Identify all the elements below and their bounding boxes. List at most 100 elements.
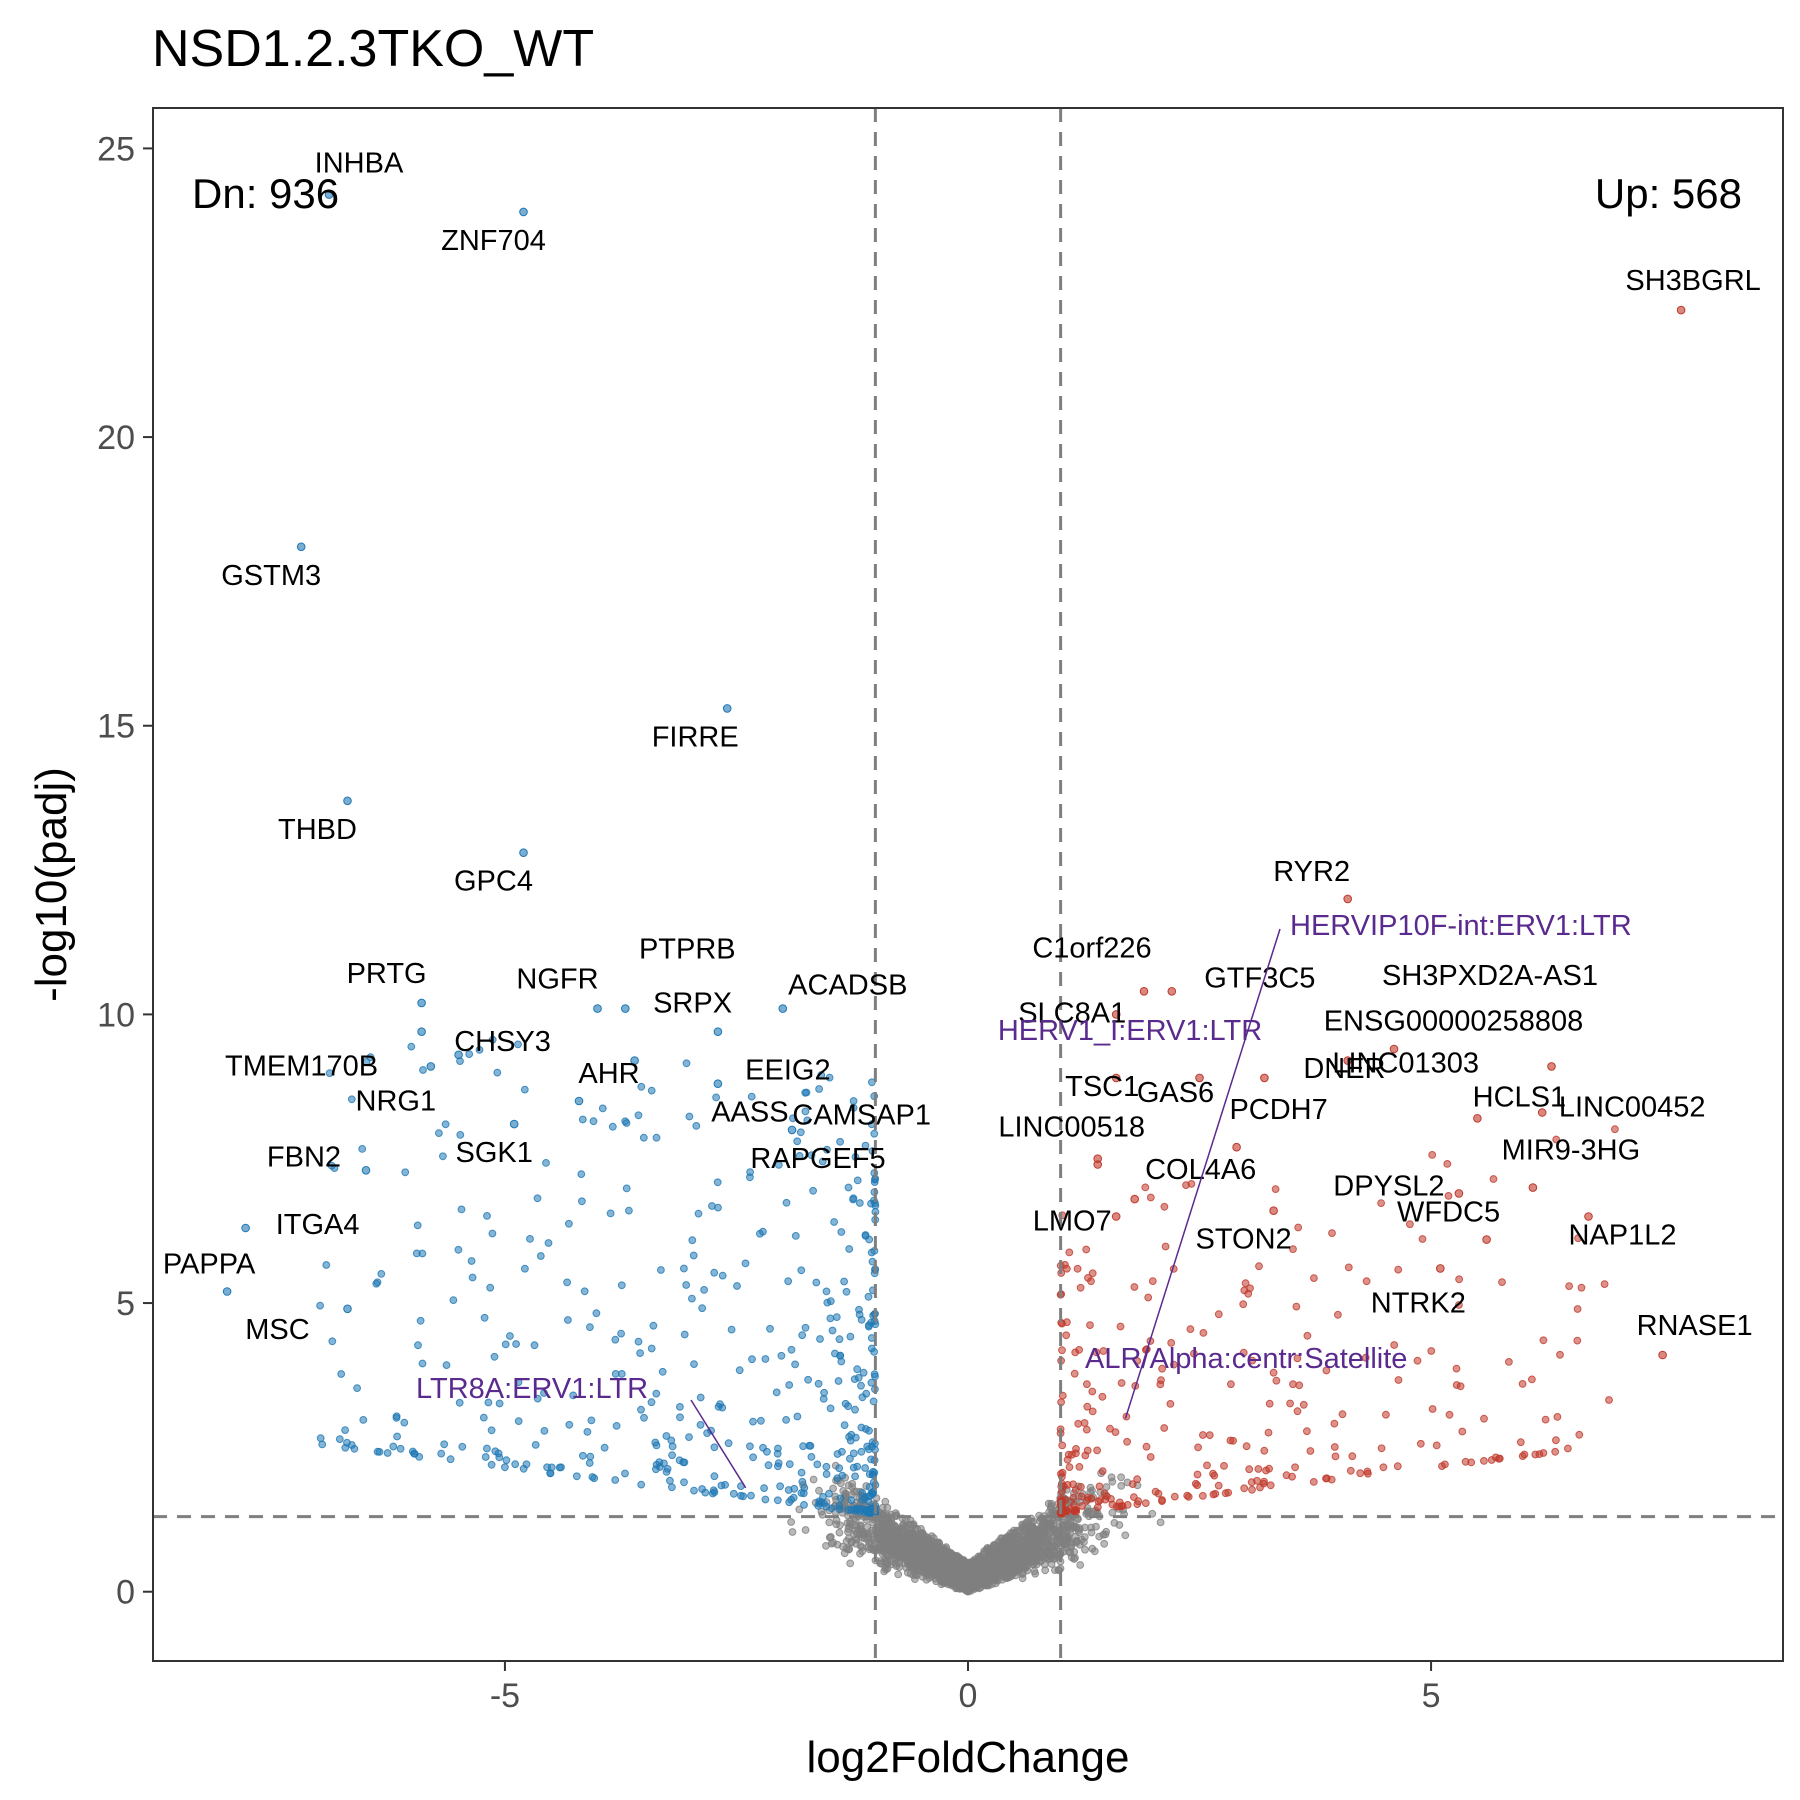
down-gene-point [502,1456,511,1465]
te-label-ltr8a-erv1-ltr: LTR8A:ERV1:LTR [416,1373,648,1405]
ns-gene-point [1009,1538,1017,1547]
down-gene-point [833,1474,842,1483]
down-gene-point [680,1330,689,1339]
up-gene-point [1364,1469,1372,1478]
up-gene-point [1154,1489,1163,1498]
down-gene-point [814,1379,823,1388]
down-gene-point [682,1281,691,1289]
gene-label-c1orf226: C1orf226 [1032,932,1151,964]
down-gene-point [511,1460,520,1469]
gene-label-acadsb: ACADSB [788,970,907,1002]
up-gene-point [1330,1419,1339,1428]
x-tick-label: 0 [959,1677,978,1715]
down-gene-point [565,1219,573,1228]
down-gene-point [692,1122,701,1130]
up-gene-point [1553,1413,1562,1421]
down-gene-point [858,1393,867,1402]
ns-gene-point [976,1553,984,1562]
y-tick-label: 10 [97,996,135,1034]
down-gene-point [710,1488,719,1496]
down-gene-point [611,1476,620,1484]
down-gene-point [501,1463,509,1472]
down-gene-point [846,1332,855,1341]
ns-gene-point [904,1540,912,1548]
up-gene-point [1518,1380,1527,1388]
ns-gene-point [950,1566,959,1574]
up-gene-point [1322,1474,1330,1483]
up-gene-point [1082,1245,1091,1254]
down-gene-point [871,1201,880,1210]
down-gene-point [458,1442,467,1451]
up-gene-point [1095,1482,1104,1491]
down-gene-point [797,1468,806,1477]
gene-label-linc01303: LINC01303 [1332,1048,1479,1080]
labeled-point-dner [1260,1073,1269,1083]
ns-gene-point [887,1560,896,1569]
points-layer [222,190,1686,1596]
up-gene-point [1058,1441,1067,1450]
ns-gene-point [835,1528,844,1537]
down-gene-point [847,1496,856,1505]
up-gene-point [1063,1481,1072,1489]
ns-gene-point [887,1551,896,1560]
gene-label-aass: AASS [711,1097,788,1129]
down-gene-point [853,1365,862,1374]
down-gene-point [776,1482,784,1491]
down-gene-point [759,1227,767,1236]
labeled-point-gstm3 [296,542,306,552]
down-gene-point [598,1104,607,1113]
gene-label-pappa: PAPPA [163,1249,256,1281]
y-axis-title: -log10(padj) [27,767,76,1002]
down-gene-point [651,1438,660,1447]
x-tick-label: 5 [1422,1677,1441,1715]
down-gene-point [495,1453,504,1462]
ns-gene-point [1102,1483,1111,1491]
down-gene-point [479,1413,488,1422]
up-gene-point [1186,1325,1195,1333]
down-gene-point [773,1496,782,1505]
down-gene-point [793,1412,802,1421]
up-gene-point [1058,1468,1067,1477]
down-gene-point [832,1313,841,1321]
labeled-point-fbn2 [361,1166,371,1175]
gene-label-gstm3: GSTM3 [221,560,321,592]
up-gene-point [1100,1489,1109,1498]
up-gene-point [1309,1478,1318,1486]
down-gene-point [481,1453,490,1461]
up-gene-point [1291,1463,1299,1472]
down-gene-point [487,1426,496,1435]
down-gene-point [400,1418,409,1427]
labeled-point-wfdc5 [1482,1235,1491,1244]
gene-label-ngfr: NGFR [516,964,598,996]
up-gene-point [1115,1502,1124,1511]
gene-label-pcdh7: PCDH7 [1229,1094,1327,1126]
labeled-point-c1orf226 [1139,987,1149,996]
down-gene-point [746,1442,754,1451]
down-gene-point [865,1445,873,1454]
down-gene-point [634,1337,643,1346]
down-gene-point [640,1413,648,1422]
up-gene-point [1346,1466,1355,1475]
ns-gene-point [1000,1567,1009,1576]
down-gene-point [739,1492,748,1501]
down-gene-point [857,1447,866,1456]
up-gene-point [1348,1452,1357,1461]
ns-gene-point [913,1552,922,1561]
gene-label-linc00518: LINC00518 [998,1112,1145,1144]
down-gene-point [536,1252,545,1260]
up-gene-point [1170,1492,1179,1501]
up-gene-point [1289,1380,1297,1389]
down-gene-point [612,1422,621,1430]
axes: -5 0 5 0 5 10 15 20 25 [97,130,1440,1715]
down-gene-point [866,1491,875,1500]
up-gene-point [1461,1457,1470,1466]
down-gene-point [727,1325,736,1334]
te-connector-ltr8a-erv1-ltr [690,1399,747,1489]
up-gene-point [1086,1321,1094,1329]
up-gene-point [1075,1463,1084,1471]
gene-label-linc00452: LINC00452 [1559,1092,1706,1124]
down-gene-point [772,1388,781,1397]
down-gene-point [844,1183,853,1192]
down-gene-point [555,1463,564,1472]
up-gene-point [1210,1471,1219,1480]
